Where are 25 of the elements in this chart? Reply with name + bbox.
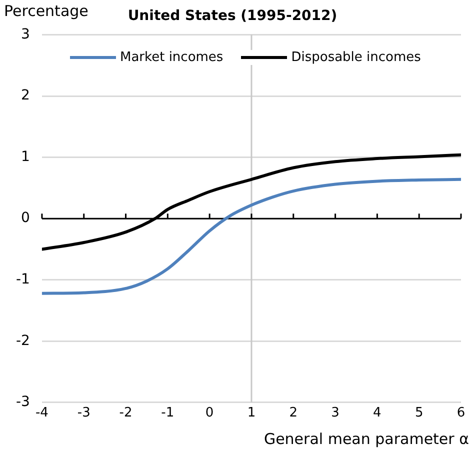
x-tick-label: 0 xyxy=(205,406,214,421)
y-tick-label: 3 xyxy=(21,26,30,42)
x-tick-label: 2 xyxy=(289,406,298,421)
line-series xyxy=(42,153,461,251)
x-tick-label: 4 xyxy=(373,406,382,421)
x-tick-label: 3 xyxy=(331,406,340,421)
x-tick-label: -1 xyxy=(161,406,174,421)
x-axis-title: General mean parameter α xyxy=(264,430,469,448)
legend-label: Market incomes xyxy=(120,50,224,65)
y-axis-title: Percentage xyxy=(4,2,88,20)
y-tick-label: -1 xyxy=(16,272,30,288)
y-tick-label: -3 xyxy=(16,394,30,410)
y-tick-label: 0 xyxy=(21,210,30,226)
x-tick-label: -3 xyxy=(77,406,90,421)
x-tick-label: 6 xyxy=(456,406,466,421)
line-series xyxy=(42,178,461,295)
x-tick-label: 1 xyxy=(247,406,256,421)
y-tick-label: -2 xyxy=(16,332,30,349)
x-tick-label: -4 xyxy=(35,406,48,421)
y-tick-label: 1 xyxy=(21,148,30,165)
y-tick-label: 2 xyxy=(21,88,30,104)
x-tick-label: -2 xyxy=(119,406,132,421)
x-tick-label: 5 xyxy=(414,406,424,421)
legend-label: Disposable incomes xyxy=(291,50,421,65)
chart-title: United States (1995-2012) xyxy=(128,8,338,24)
